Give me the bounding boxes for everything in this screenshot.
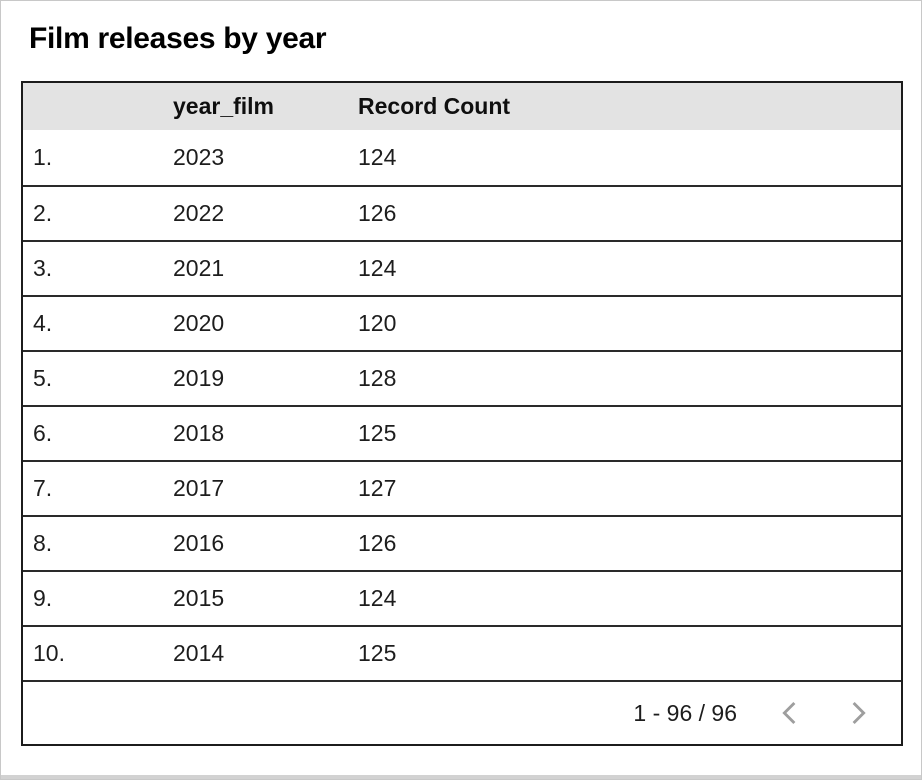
year-film-value: 2014 — [173, 640, 225, 666]
row-index: 3. — [33, 255, 53, 281]
row-index: 10. — [33, 640, 65, 666]
year-film-value: 2018 — [173, 420, 225, 446]
pagination-prev-button[interactable] — [767, 690, 813, 736]
year-film-value: 2015 — [173, 585, 225, 611]
row-index: 6. — [33, 420, 53, 446]
table-footer: 1 - 96 / 96 — [23, 680, 901, 744]
chevron-right-icon — [852, 701, 866, 725]
year-film-value: 2016 — [173, 530, 225, 556]
record-count-value: 128 — [358, 365, 397, 391]
table-row: 10. 2014 125 — [23, 625, 901, 680]
table-header-row: year_film Record Count — [23, 83, 901, 130]
table-row: 1. 2023 124 — [23, 130, 901, 185]
pagination-range-label: 1 - 96 / 96 — [633, 699, 737, 726]
table-row: 7. 2017 127 — [23, 460, 901, 515]
record-count-value: 124 — [358, 255, 397, 281]
table-row: 8. 2016 126 — [23, 515, 901, 570]
column-header-record-count[interactable]: Record Count — [358, 93, 511, 119]
row-index: 2. — [33, 200, 53, 226]
pagination-next-button[interactable] — [835, 690, 881, 736]
year-film-value: 2020 — [173, 310, 225, 336]
year-film-value: 2022 — [173, 200, 225, 226]
year-film-value: 2023 — [173, 144, 225, 170]
row-index: 5. — [33, 365, 53, 391]
table-row: 3. 2021 124 — [23, 240, 901, 295]
year-film-value: 2021 — [173, 255, 225, 281]
year-film-value: 2017 — [173, 475, 225, 501]
table-row: 5. 2019 128 — [23, 350, 901, 405]
table-row: 4. 2020 120 — [23, 295, 901, 350]
record-count-value: 127 — [358, 475, 397, 501]
record-count-value: 126 — [358, 530, 397, 556]
record-count-value: 126 — [358, 200, 397, 226]
row-index: 4. — [33, 310, 53, 336]
row-index: 7. — [33, 475, 53, 501]
row-index: 9. — [33, 585, 53, 611]
page-title: Film releases by year — [29, 22, 327, 55]
table-row: 6. 2018 125 — [23, 405, 901, 460]
record-count-value: 124 — [358, 144, 397, 170]
row-index: 8. — [33, 530, 53, 556]
table-row: 2. 2022 126 — [23, 185, 901, 240]
table-row: 9. 2015 124 — [23, 570, 901, 625]
column-header-year-film[interactable]: year_film — [173, 93, 275, 119]
record-count-value: 120 — [358, 310, 397, 336]
chevron-left-icon — [782, 701, 796, 725]
record-count-value: 124 — [358, 585, 397, 611]
year-film-value: 2019 — [173, 365, 225, 391]
data-table: year_film Record Count 1. 2023 124 2. 20… — [21, 81, 903, 746]
record-count-value: 125 — [358, 420, 397, 446]
bottom-edge-bar — [1, 775, 921, 779]
row-index: 1. — [33, 144, 53, 170]
record-count-value: 125 — [358, 640, 397, 666]
